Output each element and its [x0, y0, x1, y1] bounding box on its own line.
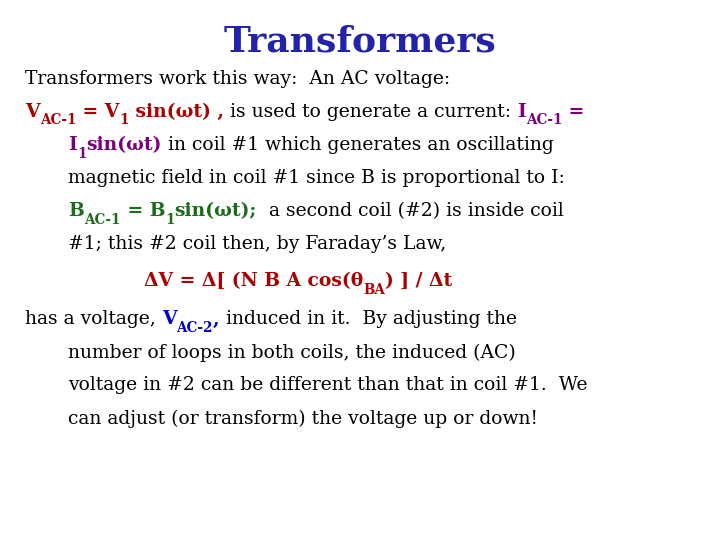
Text: is used to generate a current:: is used to generate a current:	[224, 103, 517, 120]
Text: = V: = V	[76, 103, 120, 120]
Text: ) ] / Δt: ) ] / Δt	[385, 272, 452, 290]
Text: can adjust (or transform) the voltage up or down!: can adjust (or transform) the voltage up…	[68, 409, 539, 428]
Text: Transformers: Transformers	[224, 24, 496, 58]
Text: Transformers work this way:  An AC voltage:: Transformers work this way: An AC voltag…	[25, 70, 450, 88]
Text: AC-1: AC-1	[40, 113, 76, 127]
Text: BA: BA	[364, 283, 385, 297]
Text: ,: ,	[213, 310, 220, 328]
Text: 1: 1	[165, 213, 175, 227]
Text: voltage in #2 can be different than that in coil #1.  We: voltage in #2 can be different than that…	[68, 376, 588, 394]
Text: ΔV = Δ[ (N B A cos(θ: ΔV = Δ[ (N B A cos(θ	[144, 272, 364, 290]
Text: number of loops in both coils, the induced (AC): number of loops in both coils, the induc…	[68, 343, 516, 362]
Text: I: I	[68, 136, 77, 154]
Text: #1; this #2 coil then, by Faraday’s Law,: #1; this #2 coil then, by Faraday’s Law,	[68, 235, 446, 253]
Text: B: B	[68, 202, 84, 220]
Text: AC-2: AC-2	[176, 321, 213, 335]
Text: AC-1: AC-1	[526, 113, 562, 127]
Text: 1: 1	[120, 113, 129, 127]
Text: a second coil (#2) is inside coil: a second coil (#2) is inside coil	[257, 202, 564, 220]
Text: V: V	[162, 310, 176, 328]
Text: V: V	[25, 103, 40, 120]
Text: sin(ωt);: sin(ωt);	[175, 202, 257, 220]
Text: sin(ωt): sin(ωt)	[86, 136, 162, 154]
Text: magnetic field in coil #1 since B is proportional to I:: magnetic field in coil #1 since B is pro…	[68, 169, 565, 187]
Text: induced in it.  By adjusting the: induced in it. By adjusting the	[220, 310, 517, 328]
Text: has a voltage,: has a voltage,	[25, 310, 162, 328]
Text: = B: = B	[121, 202, 165, 220]
Text: =: =	[562, 103, 585, 120]
Text: sin(ωt) ,: sin(ωt) ,	[129, 103, 224, 120]
Text: AC-1: AC-1	[84, 213, 121, 227]
Text: 1: 1	[77, 147, 86, 161]
Text: I: I	[517, 103, 526, 120]
Text: in coil #1 which generates an oscillating: in coil #1 which generates an oscillatin…	[162, 136, 554, 154]
